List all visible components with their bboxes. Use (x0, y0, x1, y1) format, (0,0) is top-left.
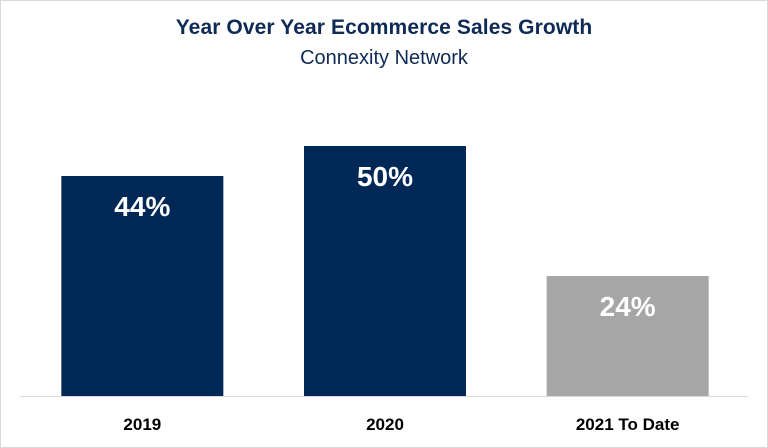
data-label-2: 50% (357, 161, 413, 192)
x-tick-label-2: 2020 (366, 415, 404, 434)
bars-group (61, 146, 709, 396)
data-labels-group: 44% 50% 24% (114, 161, 655, 322)
bar-2 (304, 146, 466, 396)
data-label-1: 44% (114, 191, 170, 222)
x-tick-label-1: 2019 (123, 415, 161, 434)
chart-title: Year Over Year Ecommerce Sales Growth (175, 16, 593, 39)
bar-3 (546, 276, 709, 396)
chart-subtitle: Connexity Network (300, 47, 468, 69)
bar-1 (61, 176, 224, 396)
x-tick-label-3: 2021 To Date (576, 415, 680, 434)
data-label-3: 24% (600, 291, 656, 322)
tick-labels-group: 2019 2020 2021 To Date (123, 415, 679, 434)
